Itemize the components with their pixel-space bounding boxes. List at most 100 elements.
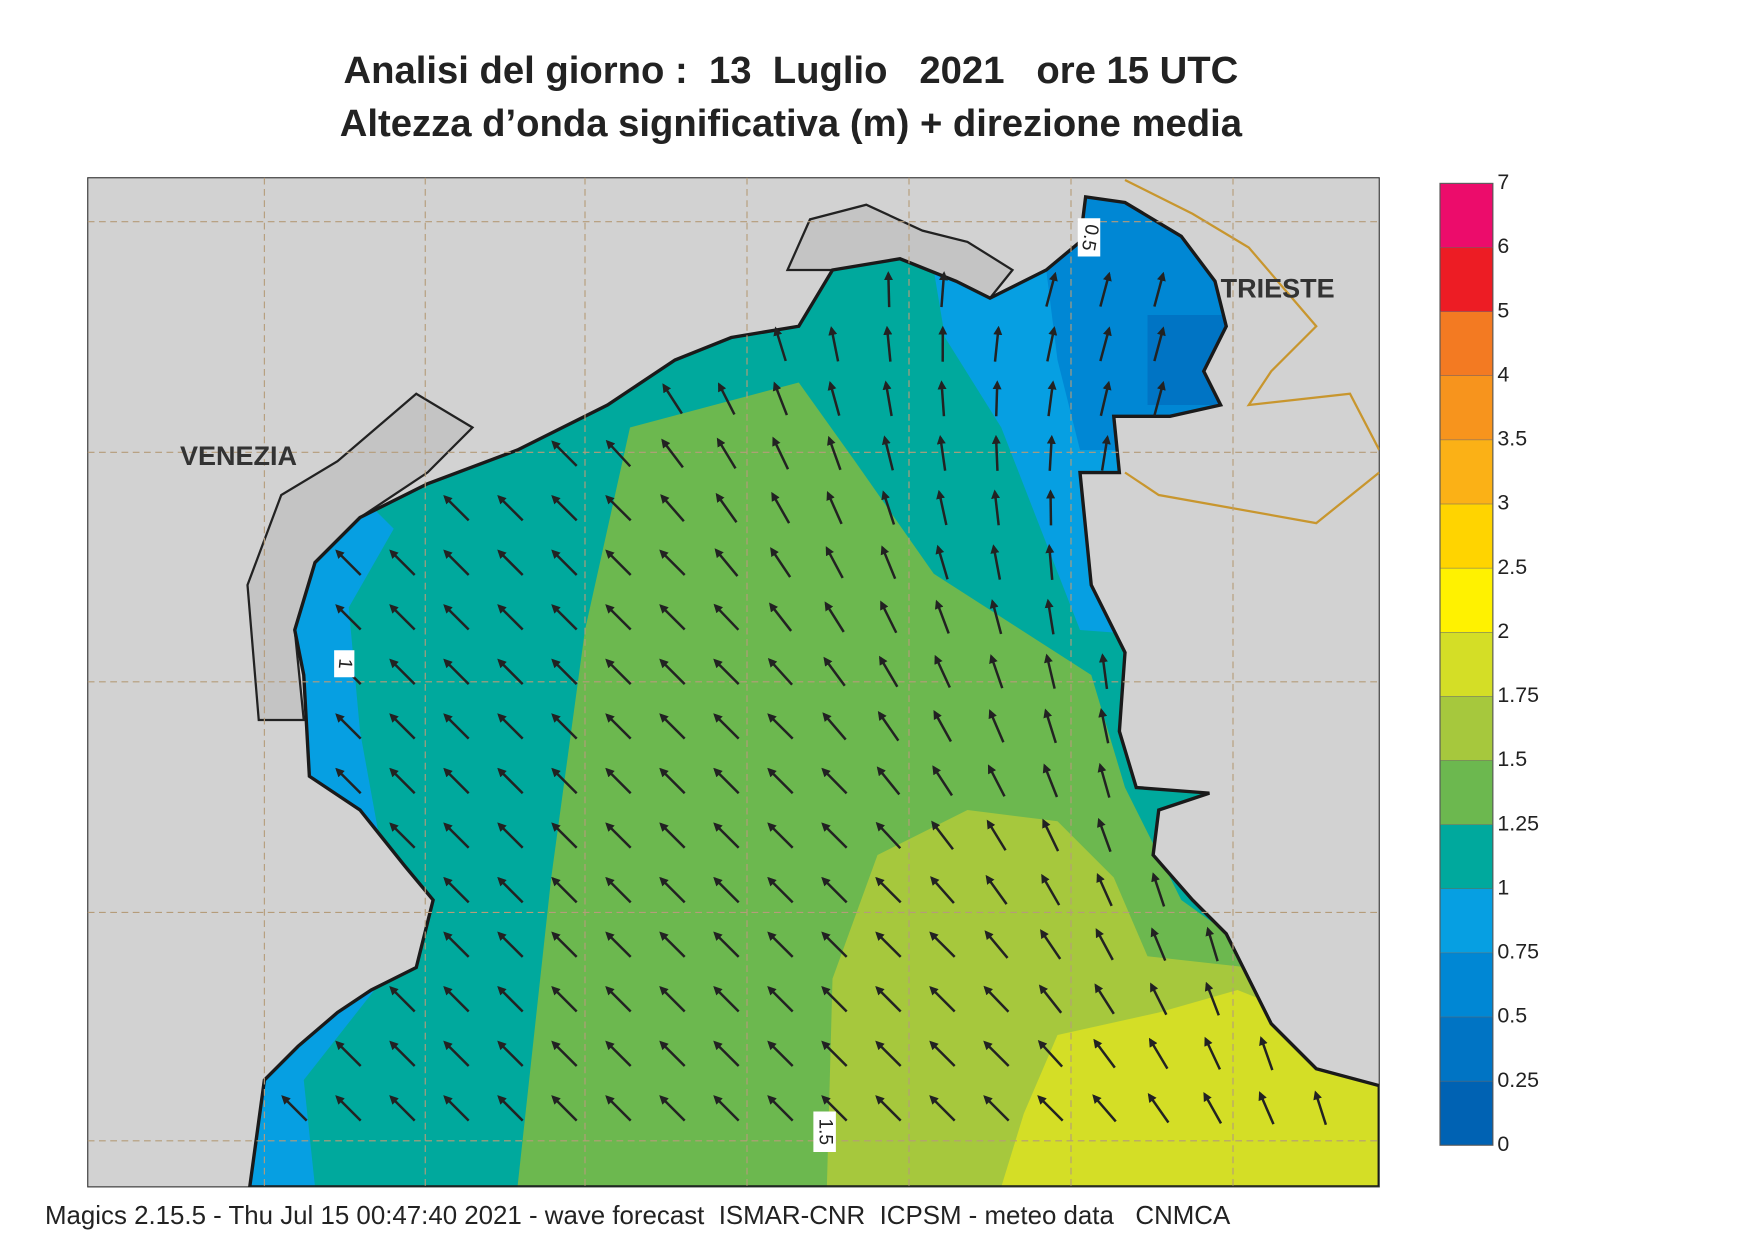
wave-direction-arrow <box>605 986 632 1013</box>
wave-direction-arrow <box>821 986 848 1013</box>
wave-direction-arrow <box>770 547 792 578</box>
contour-label-box: 1.5 <box>813 1111 836 1152</box>
wave-direction-arrow <box>985 874 1008 905</box>
wave-direction-arrow <box>389 822 416 849</box>
wave-direction-arrow <box>497 549 524 576</box>
colorbar-band <box>1440 1017 1493 1082</box>
wave-direction-arrow <box>1038 984 1063 1014</box>
wave-direction-arrow <box>605 1095 632 1122</box>
wave-direction-arrow <box>497 822 524 849</box>
wave-direction-arrow <box>828 326 840 362</box>
colorbar-tick-label: 0.5 <box>1497 1004 1527 1028</box>
wave-direction-arrow <box>1097 817 1112 853</box>
wave-direction-arrow <box>823 656 846 687</box>
colorbar-tick-label: 4 <box>1497 362 1509 386</box>
contour-label: 1.5 <box>815 1118 836 1145</box>
wave-direction-arrow <box>443 767 470 795</box>
wave-direction-arrow <box>713 767 740 795</box>
wave-direction-arrow <box>939 271 948 308</box>
wave-direction-arrow <box>551 1095 578 1122</box>
title: Analisi del giorno : 13 Luglio 2021 ore … <box>343 49 1238 92</box>
colorbar-band <box>1440 632 1493 697</box>
wave-direction-arrow <box>713 713 740 740</box>
wave-direction-arrow <box>883 271 893 308</box>
colorbar-band <box>1440 1081 1493 1146</box>
wave-direction-arrow <box>659 549 686 576</box>
wave-direction-arrow <box>551 1040 578 1067</box>
wave-direction-arrow <box>991 434 1001 471</box>
wave-direction-arrow <box>1047 380 1057 417</box>
wave-direction-arrow <box>934 654 951 689</box>
wave-direction-arrow <box>1045 544 1055 580</box>
colorbar-band <box>1440 888 1493 953</box>
wave-direction-arrow <box>713 986 740 1013</box>
wave-direction-arrow <box>551 604 578 631</box>
wave-direction-arrow <box>875 931 902 958</box>
wave-direction-arrow <box>1100 435 1111 471</box>
wave-direction-arrow <box>715 492 738 523</box>
wave-direction-arrow <box>389 658 416 685</box>
colorbar-tick-label: 3.5 <box>1497 427 1527 451</box>
wave-direction-arrow <box>551 931 578 958</box>
wave-direction-arrow <box>713 876 740 904</box>
wave-direction-arrow <box>497 494 524 522</box>
wave-direction-arrow <box>551 494 578 522</box>
contour-label-box: 0.5 <box>1077 218 1102 257</box>
wave-direction-arrow <box>1099 326 1112 362</box>
wave-direction-arrow <box>551 767 578 795</box>
wave-direction-arrow <box>389 767 416 795</box>
wave-direction-arrow <box>605 658 632 685</box>
wave-direction-arrow <box>389 986 416 1013</box>
wave-direction-arrow <box>984 930 1009 959</box>
colorbar-band <box>1440 568 1493 633</box>
wave-direction-arrow <box>497 876 524 904</box>
wave-direction-arrow <box>1153 271 1166 307</box>
wave-zone <box>1147 315 1227 405</box>
wave-direction-arrow <box>767 1040 794 1067</box>
wave-direction-arrow <box>605 713 632 740</box>
wave-direction-arrow <box>605 494 632 522</box>
wave-direction-arrow <box>713 603 740 631</box>
wave-direction-arrow <box>443 604 470 631</box>
wave-direction-arrow <box>821 822 848 849</box>
wave-direction-arrow <box>443 1095 470 1122</box>
wave-direction-arrow <box>990 544 1002 580</box>
colorbar-band <box>1440 952 1493 1017</box>
wave-direction-arrow <box>880 545 897 580</box>
wave-direction-arrow <box>497 1095 524 1122</box>
wave-direction-arrow <box>713 822 740 849</box>
wave-direction-arrow <box>605 604 632 631</box>
wave-direction-arrow <box>1095 928 1114 961</box>
wave-direction-arrow <box>551 876 578 904</box>
wave-direction-arrow <box>931 820 954 851</box>
wave-direction-arrow <box>879 655 899 688</box>
wave-direction-arrow <box>1044 598 1055 635</box>
wave-direction-arrow <box>936 489 948 526</box>
wave-direction-arrow <box>389 1095 416 1122</box>
wave-direction-arrow <box>1097 762 1111 798</box>
wave-direction-arrow <box>716 437 737 470</box>
wave-direction-arrow <box>605 931 632 958</box>
wave-direction-arrow <box>989 599 1003 635</box>
wave-direction-arrow <box>335 1095 362 1122</box>
wave-direction-arrow <box>983 1095 1010 1122</box>
colorbar-tick-label: 0.25 <box>1497 1068 1539 1092</box>
colorbar-tick-label: 2.5 <box>1497 555 1527 579</box>
wave-direction-arrow <box>551 658 578 685</box>
wave-direction-arrow <box>443 822 470 849</box>
wave-direction-arrow <box>993 325 1003 362</box>
wave-direction-arrow <box>1099 271 1112 307</box>
wave-direction-arrow <box>605 822 632 849</box>
wave-direction-arrow <box>713 1095 740 1122</box>
wave-direction-arrow <box>281 1095 308 1122</box>
wave-direction-arrow <box>335 604 362 631</box>
colorbar-band <box>1440 247 1493 312</box>
wave-direction-arrow <box>929 986 956 1013</box>
colorbar-band <box>1440 439 1493 504</box>
wave-direction-arrow <box>1150 982 1168 1016</box>
wave-direction-arrow <box>659 713 686 740</box>
wave-direction-arrow <box>713 1040 740 1067</box>
wave-direction-arrow <box>1037 1039 1064 1068</box>
wave-direction-arrow <box>659 876 686 904</box>
